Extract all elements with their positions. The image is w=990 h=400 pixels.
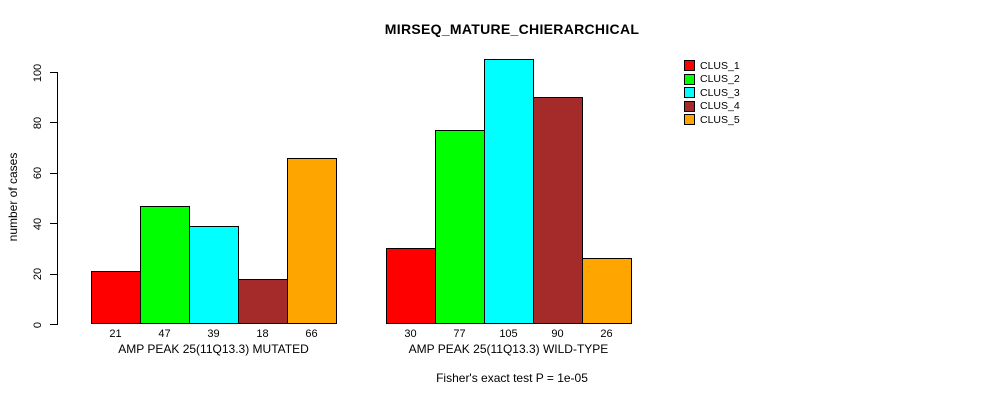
legend-item-clus_3: CLUS_3 (684, 86, 740, 99)
bar-clus_3-group2 (484, 59, 534, 324)
legend-label: CLUS_5 (700, 113, 740, 126)
y-axis-label: number of cases (6, 152, 20, 242)
bar-value-label: 18 (256, 328, 269, 340)
legend-swatch-clus_3 (684, 87, 695, 98)
y-tick-label: 100 (32, 63, 44, 82)
bar-value-label: 26 (600, 328, 613, 340)
legend-swatch-clus_5 (684, 114, 695, 125)
bar-clus_4-group1 (238, 278, 288, 324)
x-category-label: AMP PEAK 25(11Q13.3) MUTATED (118, 342, 309, 356)
bar-clus_2-group2 (435, 129, 485, 324)
y-tick-label: 40 (32, 217, 44, 230)
legend-item-clus_4: CLUS_4 (684, 100, 740, 113)
y-tick-mark (50, 273, 57, 275)
bar-value-label: 39 (207, 328, 220, 340)
y-tick-label: 80 (32, 116, 44, 130)
legend-item-clus_1: CLUS_1 (684, 59, 740, 72)
legend-label: CLUS_1 (700, 59, 740, 72)
bar-value-label: 66 (305, 328, 318, 340)
legend-swatch-clus_1 (684, 60, 695, 71)
legend-swatch-clus_4 (684, 100, 695, 112)
y-axis-line (57, 72, 58, 325)
bar-clus_1-group1 (91, 271, 141, 324)
legend-label: CLUS_3 (700, 86, 740, 99)
y-tick-label: 60 (32, 167, 44, 180)
y-tick-mark (50, 72, 57, 73)
bar-value-label: 77 (453, 328, 466, 340)
bar-clus_5-group2 (582, 258, 632, 324)
y-tick-mark (50, 172, 57, 174)
bar-clus_1-group2 (386, 248, 436, 324)
bar-clus_3-group1 (189, 225, 239, 324)
x-category-label: AMP PEAK 25(11Q13.3) WILD-TYPE (408, 342, 609, 356)
y-tick-label: 0 (32, 321, 44, 328)
bar-clus_5-group1 (287, 157, 337, 324)
legend-label: CLUS_2 (700, 73, 740, 85)
legend-item-clus_5: CLUS_5 (684, 113, 740, 126)
legend-label: CLUS_4 (700, 100, 740, 112)
bar-value-label: 47 (158, 328, 171, 340)
y-tick-label: 20 (32, 267, 44, 281)
y-tick-mark (50, 223, 57, 225)
bar-value-label: 90 (551, 328, 564, 340)
y-tick-mark (50, 324, 57, 325)
legend-swatch-clus_2 (684, 73, 695, 85)
legend-item-clus_2: CLUS_2 (684, 73, 740, 86)
bar-value-label: 30 (404, 328, 417, 340)
y-tick-mark (50, 122, 57, 124)
chart-title: MIRSEQ_MATURE_CHIERARCHICAL (384, 21, 640, 37)
bar-value-label: 105 (499, 328, 518, 340)
annotation-text: Fisher's exact test P = 1e-05 (436, 371, 588, 385)
bar-clus_2-group1 (140, 205, 190, 324)
bar-clus_4-group2 (533, 97, 583, 324)
legend: CLUS_1 CLUS_2 CLUS_3 CLUS_4 CLUS_5 (684, 59, 740, 127)
bar-value-label: 21 (109, 328, 122, 340)
